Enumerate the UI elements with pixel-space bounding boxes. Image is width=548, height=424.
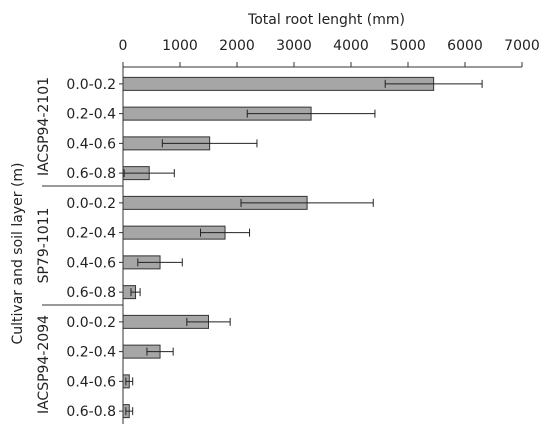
category-label: 0.2-0.4 (66, 345, 116, 361)
group-label: IACSP94-2101 (36, 77, 52, 176)
category-labels: IACSP94-2101 0.0-0.2 0.2-0.4 0.4-0.6 0.6-0.8… (36, 77, 116, 420)
category-label: 0.0-0.2 (66, 77, 116, 93)
x-tick-label: 5000 (390, 38, 426, 54)
category-label: 0.0-0.2 (66, 315, 116, 331)
category-label: 0.4-0.6 (66, 136, 116, 152)
group-label: SP79-1011 (36, 208, 52, 284)
category-label: 0.6-0.8 (66, 166, 116, 182)
group-label: IACSP94-2094 (36, 315, 52, 414)
category-label: 0.2-0.4 (66, 107, 116, 123)
category-label: 0.2-0.4 (66, 226, 116, 242)
category-label: 0.6-0.8 (66, 404, 116, 420)
y-axis-title: Cultivar and soil layer (m) (10, 163, 26, 345)
x-tick-label: 1000 (162, 38, 198, 54)
x-tick-label: 4000 (333, 38, 369, 54)
x-axis-title: Total root lenght (mm) (247, 12, 405, 28)
category-label: 0.4-0.6 (66, 374, 116, 390)
x-tick-label: 2000 (219, 38, 255, 54)
x-tick-label: 7000 (504, 38, 540, 54)
axes: 0 1000 2000 3000 4000 5000 6000 7000 (42, 38, 540, 424)
x-tick-label: 0 (119, 38, 128, 54)
category-label: 0.0-0.2 (66, 196, 116, 212)
bars (123, 77, 482, 417)
x-tick-label: 3000 (276, 38, 312, 54)
x-tick-label: 6000 (447, 38, 483, 54)
category-label: 0.4-0.6 (66, 255, 116, 271)
category-label: 0.6-0.8 (66, 285, 116, 301)
